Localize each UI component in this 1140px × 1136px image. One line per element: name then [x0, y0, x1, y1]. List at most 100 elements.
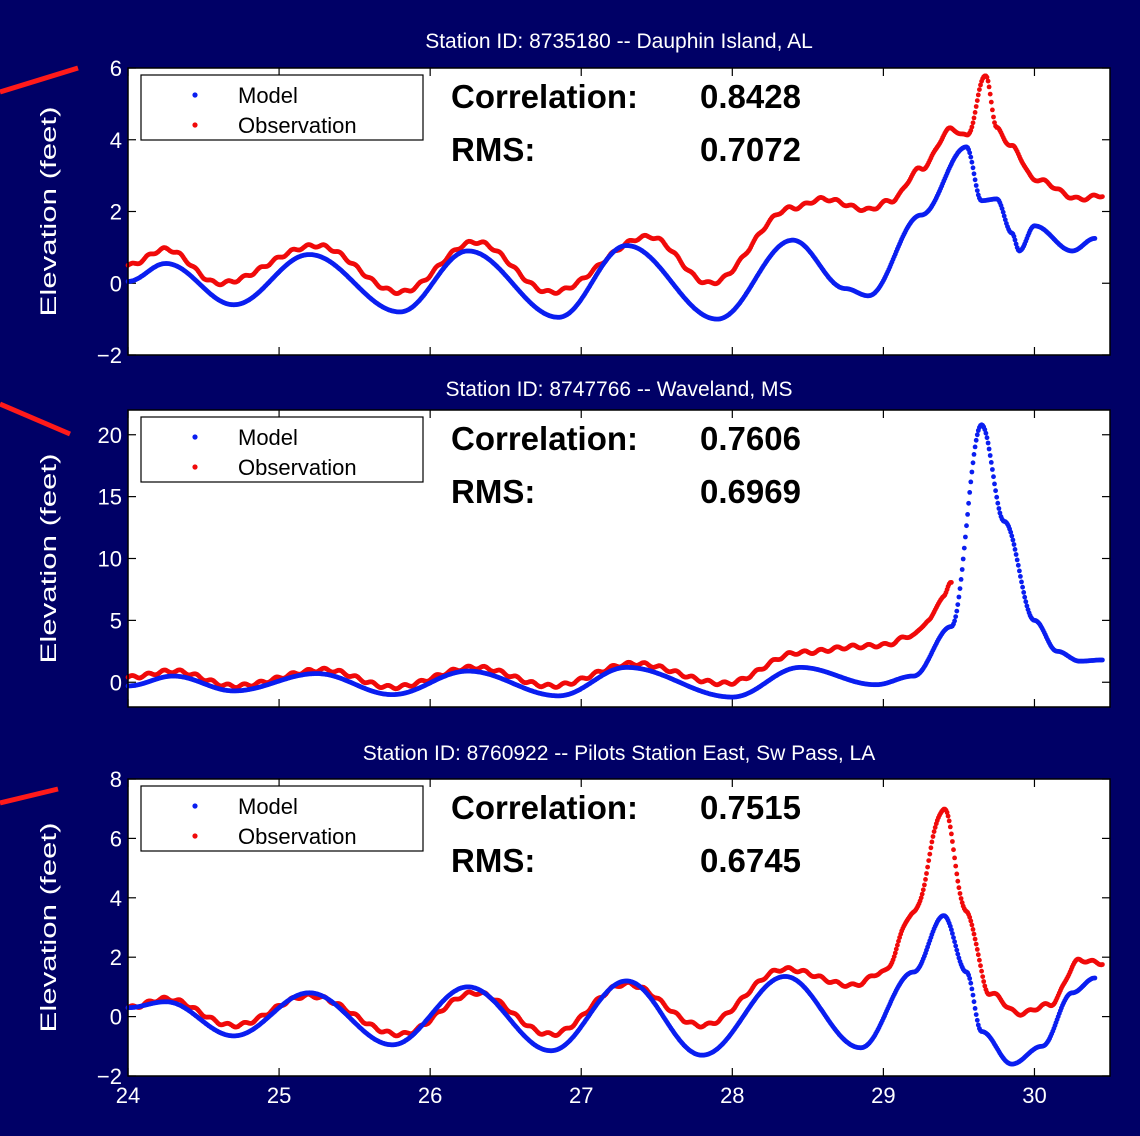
- data-point: [1012, 547, 1018, 552]
- correlation-label: Correlation:: [451, 420, 638, 457]
- data-point: [896, 938, 901, 944]
- data-point: [1013, 552, 1019, 557]
- panel-2: Station ID: 8747766 -- Waveland, MSEleva…: [0, 378, 1111, 708]
- data-point: [999, 206, 1005, 212]
- legend-marker-observation: [192, 464, 198, 470]
- y-tick-label: 0: [110, 670, 122, 695]
- data-point: [974, 98, 980, 103]
- data-point: [930, 834, 936, 839]
- y-tick-label: 8: [110, 767, 122, 792]
- data-point: [969, 124, 975, 130]
- rms-label: RMS:: [451, 131, 535, 168]
- data-point: [994, 494, 1000, 500]
- legend-label-model: Model: [238, 83, 298, 108]
- data-point: [995, 500, 1001, 506]
- data-point: [969, 922, 975, 928]
- data-point: [1013, 241, 1019, 247]
- pointer-line: [0, 401, 71, 437]
- data-point: [988, 460, 994, 465]
- data-point: [986, 446, 992, 452]
- data-point: [956, 594, 962, 600]
- series-observation: [125, 73, 1105, 296]
- data-point: [965, 512, 970, 517]
- data-point: [1021, 590, 1027, 595]
- data-point: [955, 602, 961, 607]
- data-point: [993, 488, 998, 494]
- data-point: [891, 954, 897, 959]
- rms-value: 0.6969: [700, 473, 801, 510]
- data-point: [963, 534, 968, 540]
- data-point: [1023, 599, 1029, 605]
- correlation-value: 0.7606: [700, 420, 801, 457]
- data-point: [892, 950, 898, 956]
- data-point: [973, 104, 979, 109]
- data-point: [1011, 234, 1017, 239]
- legend-box: [140, 74, 424, 141]
- data-point: [991, 474, 996, 480]
- data-point: [946, 818, 952, 824]
- data-point: [972, 177, 978, 183]
- series-model: [125, 422, 1105, 700]
- data-point: [1017, 568, 1022, 574]
- data-point: [926, 858, 932, 863]
- x-tick-label: 26: [418, 1083, 442, 1108]
- data-point: [953, 863, 959, 869]
- data-point: [1020, 584, 1025, 590]
- plot-frame: [127, 409, 1111, 708]
- data-point: [973, 941, 979, 947]
- data-point: [982, 983, 988, 989]
- legend-label-observation: Observation: [238, 113, 357, 138]
- correlation-value: 0.8428: [700, 78, 801, 115]
- legend-marker-model: [192, 434, 198, 440]
- data-point: [1100, 962, 1105, 967]
- data-point: [971, 452, 977, 457]
- data-point: [950, 839, 955, 844]
- data-point: [945, 813, 951, 819]
- data-point: [982, 427, 988, 432]
- data-point: [984, 435, 990, 441]
- y-tick-label: 4: [110, 886, 122, 911]
- data-point: [1022, 594, 1028, 600]
- data-point: [1008, 529, 1014, 535]
- legend-label-model: Model: [238, 425, 298, 450]
- legend-label-observation: Observation: [238, 455, 357, 480]
- data-point: [959, 567, 965, 572]
- data-point: [949, 831, 954, 837]
- data-point: [975, 952, 981, 958]
- data-point: [988, 99, 994, 105]
- data-point: [955, 878, 961, 884]
- data-point: [958, 577, 964, 582]
- y-tick-label: 10: [98, 547, 122, 572]
- y-tick-label: 0: [110, 1005, 122, 1030]
- data-point: [973, 437, 979, 443]
- data-point: [972, 110, 978, 115]
- data-point: [992, 481, 997, 487]
- data-point: [974, 947, 980, 952]
- data-point: [927, 851, 933, 857]
- data-point: [970, 460, 976, 466]
- data-point: [957, 586, 963, 591]
- data-point: [968, 479, 974, 485]
- data-point: [970, 120, 976, 126]
- data-point: [967, 914, 973, 920]
- data-point: [895, 942, 900, 948]
- data-point: [1019, 579, 1024, 585]
- data-point: [928, 845, 934, 851]
- plot-frame: [127, 67, 1111, 356]
- data-point: [1000, 209, 1006, 215]
- data-point: [953, 614, 959, 619]
- data-point: [971, 115, 977, 121]
- data-point: [931, 829, 937, 834]
- y-tick-label: −2: [97, 343, 122, 368]
- data-point: [1024, 603, 1030, 609]
- data-point: [970, 165, 976, 171]
- data-point: [997, 510, 1003, 516]
- data-point: [977, 957, 982, 963]
- series-model: [125, 144, 1098, 322]
- data-point: [981, 979, 987, 984]
- data-point: [1018, 574, 1023, 579]
- chart-title: Station ID: 8735180 -- Dauphin Island, A…: [425, 30, 813, 53]
- data-point: [1001, 213, 1007, 219]
- y-tick-label: 6: [110, 56, 122, 81]
- data-point: [964, 523, 969, 529]
